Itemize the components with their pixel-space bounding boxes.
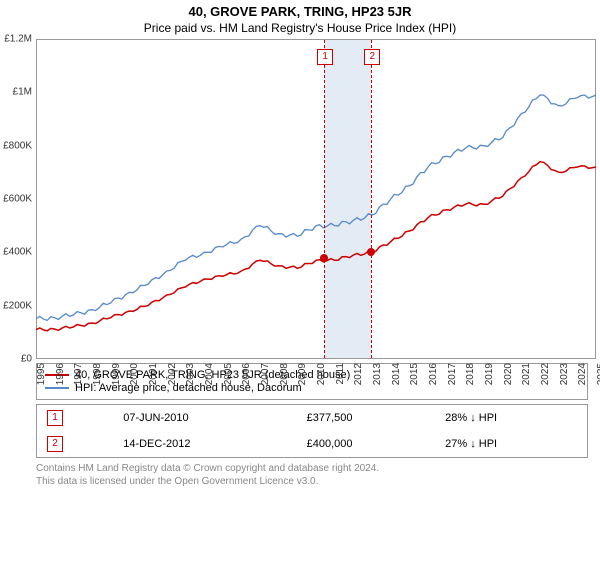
- x-axis-label: 2005: [223, 363, 234, 385]
- table-row: 2 14-DEC-2012 £400,000 27% ↓ HPI: [37, 431, 588, 458]
- transaction-delta: 27% ↓ HPI: [435, 431, 587, 458]
- x-axis-label: 2006: [241, 363, 252, 385]
- x-axis-label: 2009: [297, 363, 308, 385]
- legend-item-property: 40, GROVE PARK, TRING, HP23 5JR (detache…: [45, 369, 579, 381]
- x-axis-label: 2017: [447, 363, 458, 385]
- x-axis-label: 1995: [36, 363, 47, 385]
- marker-line: [371, 40, 372, 358]
- x-axis-label: 2020: [503, 363, 514, 385]
- x-axis-label: 2023: [559, 363, 570, 385]
- x-axis-label: 2018: [465, 363, 476, 385]
- transaction-delta: 28% ↓ HPI: [435, 405, 587, 432]
- y-axis-label: £200K: [3, 300, 32, 311]
- x-axis-label: 2000: [129, 363, 140, 385]
- x-axis-label: 1997: [73, 363, 84, 385]
- x-axis-label: 2022: [540, 363, 551, 385]
- x-axis-label: 2001: [148, 363, 159, 385]
- x-axis-label: 2007: [260, 363, 271, 385]
- footnote: Contains HM Land Registry data © Crown c…: [36, 462, 592, 488]
- x-axis-label: 2015: [409, 363, 420, 385]
- transaction-date: 14-DEC-2012: [113, 431, 296, 458]
- x-axis-label: 2021: [521, 363, 532, 385]
- y-axis-label: £400K: [3, 247, 32, 258]
- x-axis-label: 2024: [577, 363, 588, 385]
- page-title: 40, GROVE PARK, TRING, HP23 5JR: [0, 4, 600, 19]
- footnote-line: This data is licensed under the Open Gov…: [36, 475, 592, 488]
- transaction-badge: 1: [47, 410, 63, 426]
- x-axis-label: 2019: [484, 363, 495, 385]
- table-row: 1 07-JUN-2010 £377,500 28% ↓ HPI: [37, 405, 588, 432]
- y-axis-label: £1.2M: [4, 34, 32, 45]
- series-hpi: [36, 95, 596, 320]
- x-axis-label: 2011: [335, 363, 346, 385]
- transaction-price: £377,500: [297, 405, 436, 432]
- chart-lines: [36, 39, 596, 359]
- x-axis-label: 2003: [185, 363, 196, 385]
- series-property: [36, 162, 596, 331]
- y-axis-label: £1M: [13, 87, 32, 98]
- marker-badge: 2: [364, 49, 380, 65]
- x-axis-label: 2012: [353, 363, 364, 385]
- y-axis-label: £600K: [3, 194, 32, 205]
- x-axis-label: 2008: [279, 363, 290, 385]
- x-axis-label: 2016: [428, 363, 439, 385]
- x-axis-label: 2002: [167, 363, 178, 385]
- x-axis-label: 2004: [204, 363, 215, 385]
- legend-item-hpi: HPI: Average price, detached house, Daco…: [45, 382, 579, 394]
- x-axis-label: 1999: [111, 363, 122, 385]
- legend-swatch: [45, 387, 69, 389]
- transactions-table: 1 07-JUN-2010 £377,500 28% ↓ HPI 2 14-DE…: [36, 404, 588, 458]
- x-axis-label: 2013: [372, 363, 383, 385]
- chart: £0£200K£400K£600K£800K£1M£1.2M1995199619…: [36, 39, 596, 359]
- transaction-date: 07-JUN-2010: [113, 405, 296, 432]
- transaction-price: £400,000: [297, 431, 436, 458]
- x-axis-label: 1998: [92, 363, 103, 385]
- x-axis-label: 2010: [316, 363, 327, 385]
- footnote-line: Contains HM Land Registry data © Crown c…: [36, 462, 592, 475]
- x-axis-label: 2014: [391, 363, 402, 385]
- transaction-dot: [367, 248, 375, 256]
- x-axis-label: 1996: [55, 363, 66, 385]
- transaction-badge: 2: [47, 436, 63, 452]
- y-axis-label: £800K: [3, 140, 32, 151]
- x-axis-label: 2025: [596, 363, 600, 385]
- marker-badge: 1: [317, 49, 333, 65]
- page-subtitle: Price paid vs. HM Land Registry's House …: [0, 21, 600, 35]
- marker-line: [324, 40, 325, 358]
- y-axis-label: £0: [21, 354, 32, 365]
- transaction-dot: [320, 254, 328, 262]
